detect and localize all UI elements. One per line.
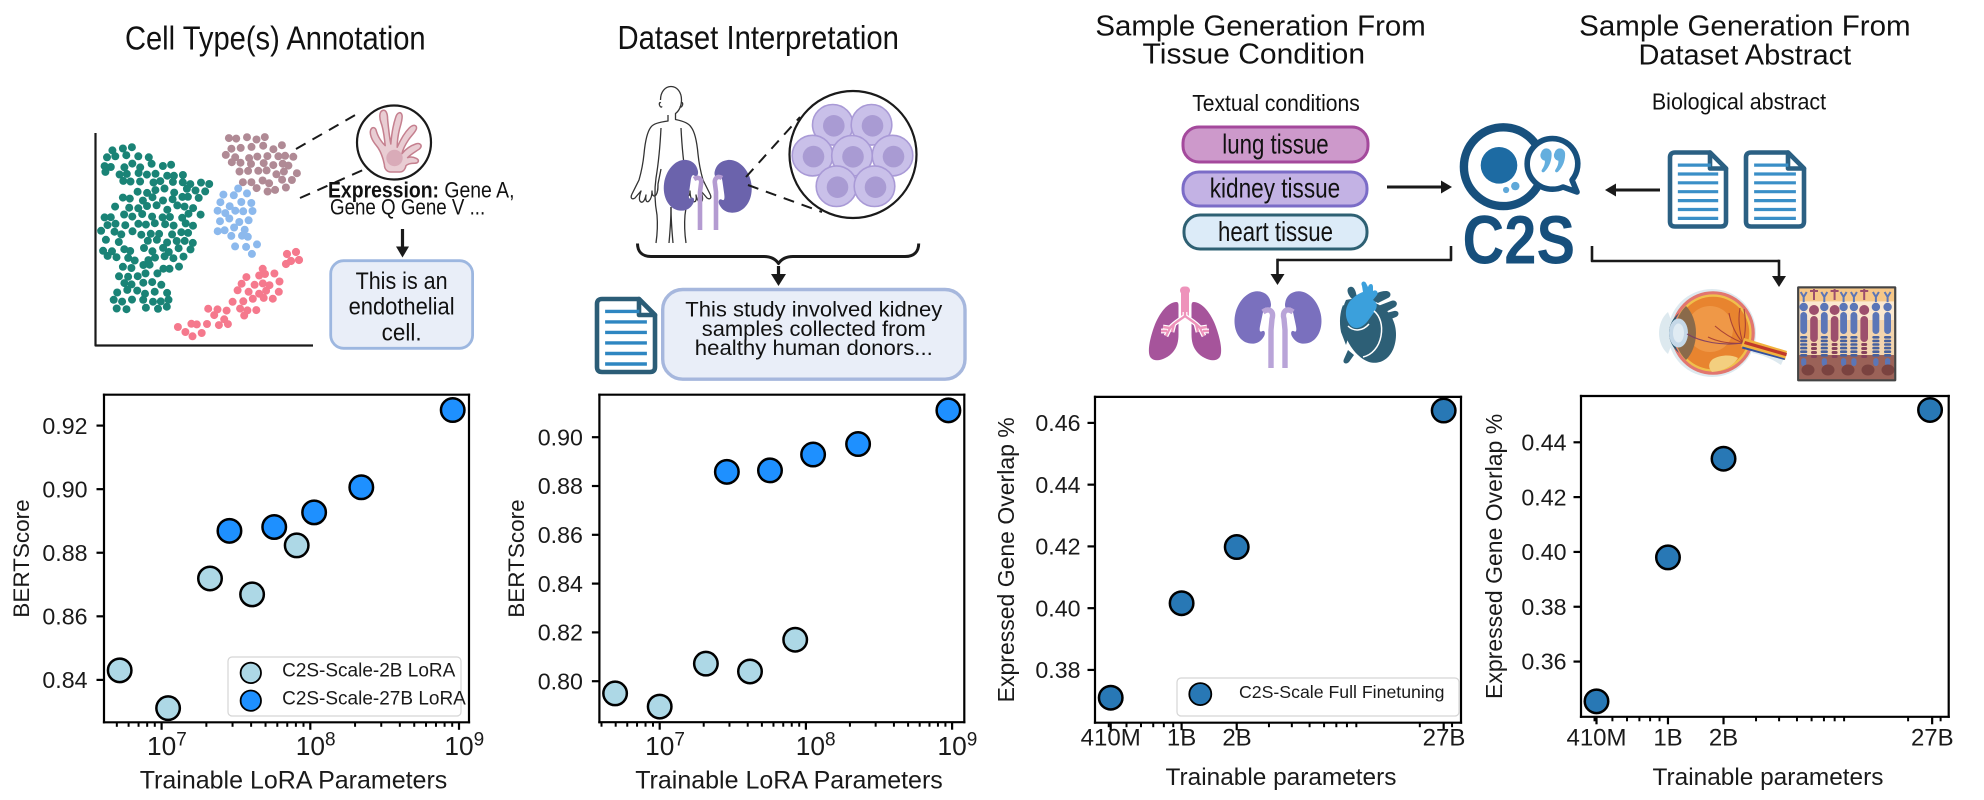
svg-text:27B: 27B	[1423, 725, 1466, 752]
svg-text:kidney tissue: kidney tissue	[1210, 173, 1341, 204]
svg-text:0.90: 0.90	[538, 424, 583, 450]
svg-text:lung tissue: lung tissue	[1222, 129, 1328, 160]
svg-text:107: 107	[645, 730, 685, 762]
svg-text:0.42: 0.42	[1035, 534, 1080, 560]
svg-text:0.44: 0.44	[1521, 430, 1566, 456]
svg-text:Gene Q Gene V ...: Gene Q Gene V ...	[330, 194, 485, 219]
svg-text:0.82: 0.82	[538, 620, 583, 646]
svg-text:healthy human donors...: healthy human donors...	[695, 337, 933, 360]
svg-text:0.38: 0.38	[1035, 657, 1080, 683]
svg-text:cell.: cell.	[382, 320, 422, 347]
svg-text:This study involved kidney: This study involved kidney	[685, 299, 943, 322]
svg-text:Textual conditions: Textual conditions	[1192, 90, 1360, 116]
svg-text:C2S: C2S	[1463, 202, 1576, 279]
svg-text:0.84: 0.84	[538, 571, 583, 597]
svg-text:0.86: 0.86	[42, 604, 87, 630]
svg-text:Dataset Interpretation: Dataset Interpretation	[617, 19, 899, 56]
svg-text:0.40: 0.40	[1035, 595, 1080, 621]
svg-text:107: 107	[147, 730, 187, 762]
svg-text:samples collected from: samples collected from	[702, 318, 926, 341]
svg-text:endothelial: endothelial	[349, 294, 455, 321]
svg-text:108: 108	[796, 730, 836, 762]
svg-text:BERTScore: BERTScore	[504, 499, 529, 617]
svg-text:Cell Type(s) Annotation: Cell Type(s) Annotation	[125, 19, 426, 56]
svg-text:Sample Generation From: Sample Generation From	[1095, 11, 1425, 43]
svg-text:1B: 1B	[1167, 725, 1196, 752]
svg-text:Trainable LoRA Parameters: Trainable LoRA Parameters	[140, 767, 448, 795]
svg-text:0.86: 0.86	[538, 522, 583, 548]
svg-text:Expressed Gene Overlap %: Expressed Gene Overlap %	[993, 417, 1019, 702]
svg-text:Trainable LoRA Parameters: Trainable LoRA Parameters	[635, 767, 943, 795]
svg-text:This is an: This is an	[356, 268, 448, 295]
svg-text:Expressed Gene Overlap %: Expressed Gene Overlap %	[1481, 414, 1507, 699]
svg-text:0.92: 0.92	[42, 413, 87, 439]
svg-text:1B: 1B	[1653, 725, 1682, 752]
svg-text:27B: 27B	[1911, 725, 1954, 752]
svg-text:0.88: 0.88	[538, 473, 583, 499]
svg-text:0.80: 0.80	[538, 668, 583, 694]
svg-text:Trainable parameters: Trainable parameters	[1166, 764, 1397, 791]
svg-text:C2S-Scale-2B LoRA: C2S-Scale-2B LoRA	[282, 660, 456, 681]
svg-text:Expression: Gene A,: Expression: Gene A,	[328, 178, 515, 203]
svg-text:Dataset Abstract: Dataset Abstract	[1638, 39, 1851, 71]
svg-text:Biological abstract: Biological abstract	[1652, 89, 1827, 115]
svg-text:C2S-Scale-27B LoRA: C2S-Scale-27B LoRA	[282, 688, 466, 709]
svg-text:0.44: 0.44	[1035, 472, 1080, 498]
svg-text:heart tissue: heart tissue	[1218, 216, 1333, 247]
svg-text:410M: 410M	[1566, 725, 1626, 752]
svg-text:108: 108	[296, 730, 336, 762]
svg-text:2B: 2B	[1222, 725, 1251, 752]
svg-text:0.36: 0.36	[1521, 649, 1566, 675]
svg-text:BERTScore: BERTScore	[9, 499, 34, 617]
svg-text:0.90: 0.90	[42, 476, 87, 502]
svg-text:Tissue Condition: Tissue Condition	[1143, 38, 1366, 70]
svg-text:109: 109	[444, 730, 484, 762]
svg-text:0.88: 0.88	[42, 540, 87, 566]
svg-text:0.84: 0.84	[42, 667, 87, 693]
svg-text:0.46: 0.46	[1035, 410, 1080, 436]
svg-text:0.42: 0.42	[1521, 484, 1566, 510]
svg-text:C2S-Scale Full Finetuning: C2S-Scale Full Finetuning	[1239, 682, 1444, 702]
svg-text:Trainable parameters: Trainable parameters	[1653, 764, 1884, 791]
svg-text:0.38: 0.38	[1521, 594, 1566, 620]
svg-text:Sample Generation From: Sample Generation From	[1579, 11, 1910, 43]
svg-text:2B: 2B	[1709, 725, 1738, 752]
svg-text:109: 109	[937, 730, 977, 762]
svg-text:0.40: 0.40	[1521, 539, 1566, 565]
svg-text:410M: 410M	[1081, 725, 1141, 752]
